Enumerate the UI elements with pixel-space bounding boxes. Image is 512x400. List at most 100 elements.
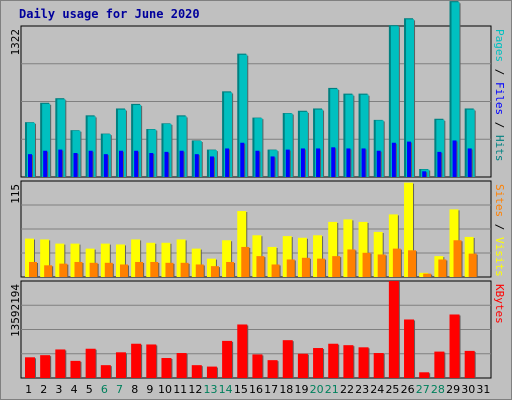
kbytes-bar (404, 319, 415, 378)
sites-bar (453, 240, 462, 277)
sites-bar (271, 264, 280, 277)
kbytes-bar (313, 348, 324, 378)
visits-bar (131, 239, 141, 277)
kbytes-bar (343, 345, 354, 378)
x-tick-label: 5 (86, 383, 93, 396)
kbytes-bar (176, 353, 187, 378)
pages-bar (436, 119, 445, 177)
kbytes-bar (282, 340, 293, 378)
kbytes-bar (434, 351, 445, 378)
pages-bar (345, 94, 354, 177)
sites-bar (438, 259, 447, 277)
visits-bar (191, 248, 201, 277)
x-tick-label: 28 (431, 383, 445, 396)
sites-bar (347, 249, 356, 277)
sites-bar (301, 257, 310, 277)
visits-bar (176, 239, 186, 277)
visits-bar (282, 236, 292, 277)
visits-bar (297, 237, 307, 277)
x-tick-label: 29 (446, 383, 460, 396)
kbytes-bar (55, 349, 66, 378)
kbytes-bar (25, 357, 35, 378)
x-tick-label: 9 (146, 383, 153, 396)
pages-bar (390, 26, 399, 178)
kbytes-bar (40, 355, 51, 378)
files-bar (240, 142, 245, 177)
legend-item: KBytes (493, 284, 506, 324)
files-bar (316, 148, 321, 177)
sites-bar (59, 263, 68, 277)
visits-bar (404, 182, 414, 277)
kbytes-bar (464, 350, 475, 378)
files-bar (331, 147, 336, 177)
x-tick-label: 13 (204, 383, 218, 396)
legend-item: Hits (493, 135, 506, 162)
chart-title: Daily usage for June 2020 (19, 7, 200, 21)
x-tick-label: 17 (264, 383, 278, 396)
files-bar (58, 149, 63, 177)
files-bar (376, 150, 381, 177)
pages-bar (254, 118, 263, 177)
pages-bar (406, 19, 415, 178)
visits-bar (161, 242, 171, 277)
y-max-label-2: 115 (9, 184, 22, 204)
legend-item: / (493, 217, 506, 237)
pages-bar (87, 116, 96, 177)
sites-bar (89, 262, 98, 277)
visits-bar (70, 243, 80, 277)
x-tick-label: 10 (158, 383, 172, 396)
x-tick-label: 2 (40, 383, 47, 396)
legend-item: Sites (493, 184, 506, 217)
files-bar (134, 150, 139, 177)
pages-bar (375, 120, 384, 177)
files-bar (194, 154, 199, 177)
x-tick-label: 27 (416, 383, 430, 396)
sites-bar (165, 262, 174, 277)
x-tick-label: 18 (279, 383, 293, 396)
visits-bar (25, 238, 34, 277)
kbytes-bar (267, 360, 278, 378)
visits-bar (40, 239, 50, 277)
files-bar (346, 148, 351, 177)
x-tick-label: 23 (355, 383, 369, 396)
sites-bar (210, 266, 219, 277)
sites-bar (241, 246, 250, 277)
files-bar (88, 150, 93, 177)
visits-bar (115, 244, 125, 277)
kbytes-bar (191, 365, 202, 378)
kbytes-bar (328, 343, 339, 378)
files-bar (422, 171, 427, 177)
sites-bar (256, 256, 265, 277)
x-tick-label: 4 (71, 383, 78, 396)
pages-bar (224, 92, 233, 177)
x-tick-label: 22 (340, 383, 354, 396)
x-tick-label: 12 (188, 383, 202, 396)
files-bar (285, 149, 290, 177)
visits-bar (267, 246, 277, 277)
files-bar (361, 148, 366, 177)
files-bar (179, 150, 184, 177)
y-max-label-3: 13592194 (9, 284, 22, 337)
files-bar (164, 151, 169, 177)
visits-bar (100, 243, 110, 277)
sites-bar (392, 248, 401, 277)
visits-bar (388, 214, 398, 277)
sites-bar (150, 261, 159, 277)
kbytes-bar (70, 360, 81, 378)
pages-bar (133, 105, 142, 177)
x-tick-label: 8 (131, 383, 138, 396)
x-tick-label: 6 (101, 383, 108, 396)
sites-bar (468, 253, 477, 277)
files-bar (270, 156, 275, 177)
pages-bar (239, 54, 248, 177)
x-tick-label: 19 (294, 383, 308, 396)
files-bar (103, 154, 108, 177)
pages-bar (163, 123, 172, 177)
legend-item: Files (493, 82, 506, 115)
files-bar (73, 153, 78, 177)
sites-bar (286, 259, 295, 277)
kbytes-bar (252, 354, 263, 378)
x-tick-label: 1 (25, 383, 32, 396)
x-tick-label: 14 (219, 383, 233, 396)
